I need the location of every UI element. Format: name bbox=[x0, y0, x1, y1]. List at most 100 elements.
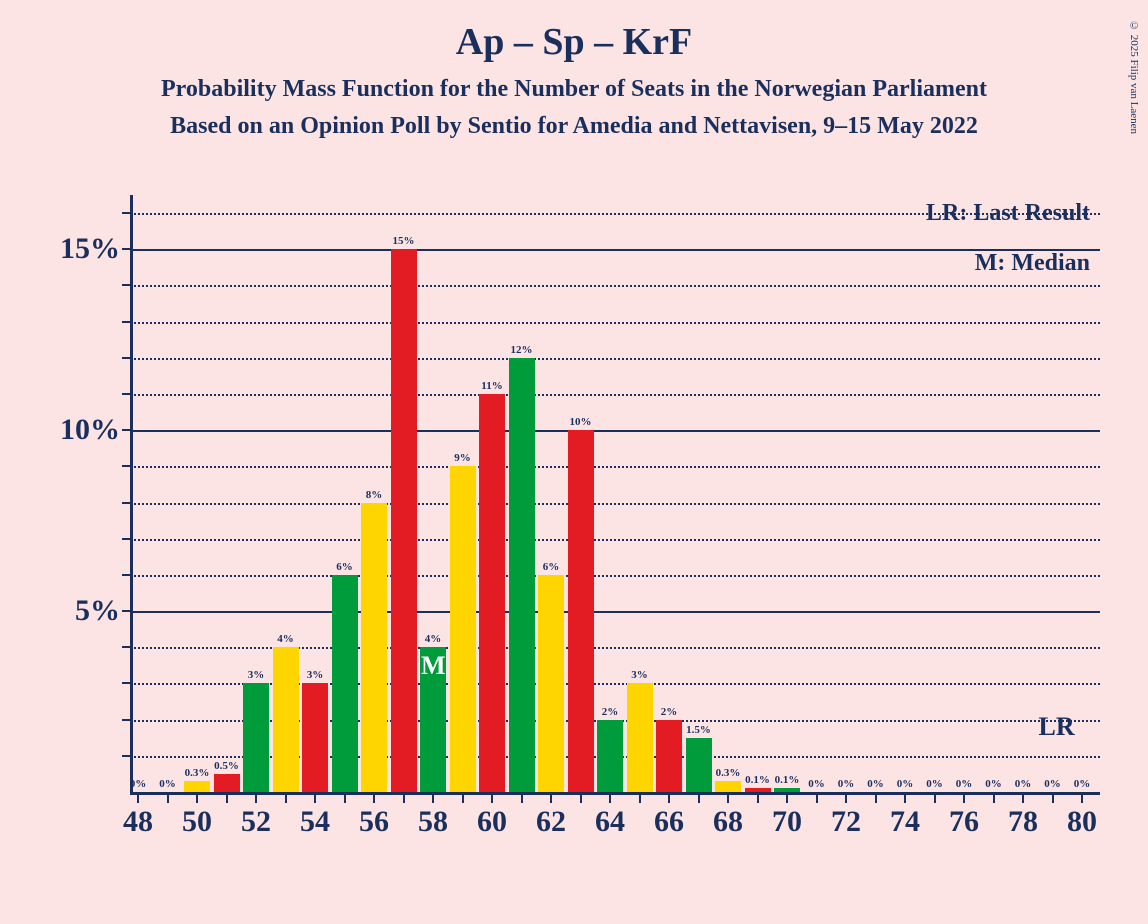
x-tick bbox=[373, 795, 375, 803]
y-tick bbox=[122, 682, 130, 684]
chart-title: Ap – Sp – KrF bbox=[0, 20, 1148, 64]
gridline bbox=[130, 249, 1100, 251]
legend-median: M: Median bbox=[975, 250, 1090, 277]
x-tick bbox=[432, 795, 434, 803]
bar-value-label: 4% bbox=[425, 633, 442, 645]
bar-value-label: 0% bbox=[897, 778, 914, 790]
bar bbox=[273, 647, 299, 792]
y-tick bbox=[122, 212, 130, 214]
x-tick bbox=[698, 795, 700, 803]
bar-value-label: 0% bbox=[159, 778, 176, 790]
x-tick bbox=[196, 795, 198, 803]
y-tick bbox=[122, 755, 130, 757]
bar-value-label: 0% bbox=[130, 778, 147, 790]
x-axis-label: 62 bbox=[536, 805, 566, 839]
x-axis-label: 50 bbox=[182, 805, 212, 839]
y-axis-label: 5% bbox=[75, 594, 120, 628]
bar bbox=[597, 720, 623, 792]
x-tick bbox=[727, 795, 729, 803]
bar bbox=[745, 788, 771, 792]
x-tick bbox=[1081, 795, 1083, 803]
x-axis-label: 48 bbox=[123, 805, 153, 839]
bar bbox=[509, 358, 535, 792]
gridline bbox=[130, 394, 1100, 396]
bar bbox=[715, 781, 741, 792]
gridline bbox=[130, 539, 1100, 541]
x-axis-label: 78 bbox=[1008, 805, 1038, 839]
y-tick bbox=[122, 502, 130, 504]
y-tick bbox=[122, 357, 130, 359]
bar-value-label: 0% bbox=[926, 778, 943, 790]
x-axis-label: 74 bbox=[890, 805, 920, 839]
x-axis-label: 64 bbox=[595, 805, 625, 839]
bar bbox=[332, 575, 358, 792]
bar-value-label: 2% bbox=[602, 706, 619, 718]
x-tick bbox=[609, 795, 611, 803]
x-tick bbox=[639, 795, 641, 803]
x-axis-label: 58 bbox=[418, 805, 448, 839]
lr-marker: LR bbox=[1039, 712, 1075, 742]
bar-value-label: 0% bbox=[956, 778, 973, 790]
x-tick bbox=[963, 795, 965, 803]
x-tick bbox=[403, 795, 405, 803]
x-axis-label: 54 bbox=[300, 805, 330, 839]
bar-value-label: 0% bbox=[985, 778, 1002, 790]
gridline bbox=[130, 430, 1100, 432]
bar bbox=[538, 575, 564, 792]
bar bbox=[391, 249, 417, 792]
median-marker: M bbox=[421, 651, 446, 681]
chart-plot-area: 5%10%15%48505254565860626466687072747678… bbox=[130, 195, 1100, 795]
bar-value-label: 0.5% bbox=[214, 760, 239, 772]
x-axis-label: 80 bbox=[1067, 805, 1097, 839]
x-tick bbox=[255, 795, 257, 803]
x-tick bbox=[875, 795, 877, 803]
bar-value-label: 3% bbox=[248, 669, 265, 681]
y-axis-label: 10% bbox=[60, 413, 120, 447]
bar-value-label: 11% bbox=[481, 380, 502, 392]
x-tick bbox=[314, 795, 316, 803]
x-tick bbox=[137, 795, 139, 803]
x-tick bbox=[344, 795, 346, 803]
bar-value-label: 10% bbox=[570, 416, 592, 428]
x-tick bbox=[226, 795, 228, 803]
chart-subtitle-2: Based on an Opinion Poll by Sentio for A… bbox=[0, 113, 1148, 140]
x-tick bbox=[167, 795, 169, 803]
bar-value-label: 0% bbox=[1044, 778, 1061, 790]
bar-value-label: 9% bbox=[454, 452, 471, 464]
y-tick bbox=[122, 465, 130, 467]
bar bbox=[184, 781, 210, 792]
bar bbox=[302, 683, 328, 792]
bar-value-label: 0% bbox=[1015, 778, 1032, 790]
bar bbox=[450, 466, 476, 792]
bar bbox=[774, 788, 800, 792]
y-tick bbox=[122, 393, 130, 395]
x-tick bbox=[580, 795, 582, 803]
bar-value-label: 0.1% bbox=[745, 774, 770, 786]
y-tick bbox=[122, 574, 130, 576]
x-tick bbox=[1052, 795, 1054, 803]
bar-value-label: 0% bbox=[838, 778, 855, 790]
bar-value-label: 0.3% bbox=[716, 767, 741, 779]
x-axis-label: 60 bbox=[477, 805, 507, 839]
y-tick bbox=[122, 646, 130, 648]
bar-value-label: 6% bbox=[543, 561, 560, 573]
y-axis-label: 15% bbox=[60, 232, 120, 266]
chart-subtitle-1: Probability Mass Function for the Number… bbox=[0, 76, 1148, 103]
bar bbox=[479, 394, 505, 792]
bar-value-label: 15% bbox=[393, 235, 415, 247]
x-tick bbox=[845, 795, 847, 803]
x-tick bbox=[462, 795, 464, 803]
x-axis-label: 52 bbox=[241, 805, 271, 839]
x-tick bbox=[786, 795, 788, 803]
bar-value-label: 3% bbox=[631, 669, 648, 681]
bar-value-label: 3% bbox=[307, 669, 324, 681]
bar-value-label: 6% bbox=[336, 561, 353, 573]
x-tick bbox=[934, 795, 936, 803]
x-axis-label: 76 bbox=[949, 805, 979, 839]
gridline bbox=[130, 466, 1100, 468]
x-axis-label: 66 bbox=[654, 805, 684, 839]
y-tick bbox=[122, 284, 130, 286]
x-tick bbox=[1022, 795, 1024, 803]
legend-last-result: LR: Last Result bbox=[926, 200, 1090, 227]
bar bbox=[361, 503, 387, 792]
